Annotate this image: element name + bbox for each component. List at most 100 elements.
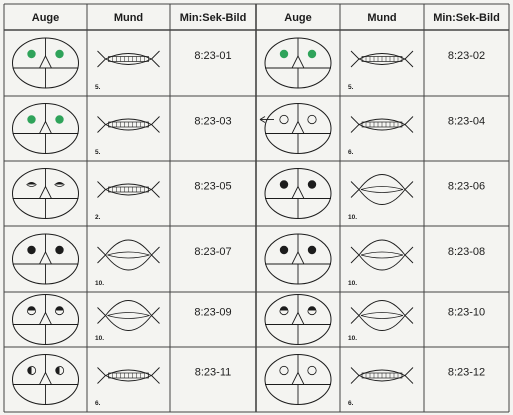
nose-triangle — [291, 185, 305, 199]
time-code: 8:23-01 — [194, 50, 231, 62]
mouth-inner-upper — [360, 312, 404, 316]
header-auge: Auge — [32, 12, 60, 24]
eye-green — [27, 115, 36, 124]
nose-triangle — [38, 120, 53, 134]
nose-triangle — [38, 54, 53, 69]
eye-empty — [279, 114, 289, 125]
eye-green — [55, 49, 64, 59]
mouth-upper-lip — [358, 174, 406, 190]
nose-triangle — [291, 54, 305, 69]
table-row: 5. 8:23-03 — [12, 103, 232, 156]
eye-half-outline — [279, 310, 289, 316]
table-row: 10. 8:23-08 — [264, 233, 485, 287]
eye-half-top — [27, 306, 36, 311]
eye-half-outline — [59, 365, 65, 376]
mouth-number: 5. — [95, 84, 101, 91]
mouth-lower-lip — [105, 254, 152, 271]
eye-half-left — [27, 366, 32, 375]
mouth-inner-lower — [360, 189, 404, 193]
mouth-upper-lip — [105, 239, 152, 256]
table-header: Auge Mund Min:Sek-Bild Auge Mund Min:Sek-Bild — [32, 12, 500, 24]
nose-triangle — [291, 120, 305, 134]
nose-triangle — [38, 371, 53, 385]
time-code: 8:23-03 — [194, 116, 231, 128]
mouth-lips — [357, 53, 407, 65]
mouth-lips — [104, 369, 153, 382]
table-row: 10. 8:23-07 — [12, 233, 232, 287]
header-mund: Mund — [367, 12, 396, 24]
mouth-lower-lip — [358, 254, 406, 271]
mouth-upper-lip — [358, 300, 406, 316]
mouth-number: 10. — [95, 280, 104, 287]
mouth-inner-upper — [107, 312, 150, 316]
mouth-number: 6. — [95, 400, 101, 407]
eye-lid — [54, 182, 65, 185]
eye-half-outline — [54, 310, 65, 316]
eye-empty — [279, 365, 289, 376]
table-row: 2. 8:23-05 — [12, 168, 232, 221]
table-row: 10. 8:23-09 — [12, 294, 232, 345]
nose-triangle — [38, 185, 53, 199]
time-code: 8:23-12 — [448, 367, 485, 379]
mouth-number: 10. — [348, 280, 357, 287]
eye-black — [307, 180, 317, 189]
eye-lower-lid — [54, 184, 65, 187]
nose-triangle — [291, 311, 305, 325]
mouth-inner-upper — [360, 251, 404, 256]
table-row: 10. 8:23-10 — [264, 294, 485, 345]
mouth-number: 5. — [95, 149, 101, 156]
table-row: 6. 8:23-12 — [264, 354, 485, 407]
mouth-inner-lower — [360, 315, 404, 319]
mouth-lower-lip — [358, 315, 406, 331]
mouth-number: 6. — [348, 149, 354, 156]
table-row: 10. 8:23-06 — [264, 168, 485, 221]
table-row: 5. 8:23-02 — [264, 37, 485, 91]
eye-green — [279, 49, 289, 59]
eye-black — [307, 245, 317, 255]
header-mund: Mund — [114, 12, 143, 24]
mouth-lower-lip — [358, 189, 406, 205]
table-body: 5. 8:23-01 5. 8:23-02 5. 8:23-03 6. 8:23-04 2. 8:… — [12, 37, 485, 407]
header-min-sek-bild: Min:Sek-Bild — [180, 12, 247, 24]
eye-black — [55, 245, 64, 255]
nose-triangle — [291, 250, 305, 265]
eye-green — [55, 115, 64, 124]
time-code: 8:23-09 — [194, 307, 231, 319]
eye-half-left — [55, 366, 60, 375]
mouth-number: 2. — [95, 214, 101, 221]
mouth-number: 10. — [348, 214, 357, 221]
eye-half-outline — [26, 310, 37, 316]
time-code: 8:23-06 — [448, 181, 485, 193]
mouth-inner-upper — [107, 251, 150, 256]
eye-black — [279, 180, 289, 189]
time-code: 8:23-05 — [194, 181, 231, 193]
eye-black — [27, 245, 36, 255]
mouth-number: 5. — [348, 84, 354, 91]
eye-lid — [26, 182, 37, 185]
table-grid — [3, 3, 510, 413]
time-code: 8:23-02 — [448, 50, 485, 62]
mouth-inner-lower — [107, 315, 150, 319]
eye-lower-lid — [26, 184, 37, 187]
eye-empty — [307, 114, 317, 125]
mouth-inner-upper — [360, 186, 404, 190]
mouth-lower-lip — [105, 315, 152, 331]
nose-triangle — [38, 311, 53, 325]
mouth-inner-lower — [107, 254, 150, 259]
eye-black — [279, 245, 289, 255]
eye-empty — [307, 365, 317, 376]
mouth-upper-lip — [358, 239, 406, 256]
header-auge: Auge — [284, 12, 312, 24]
mouth-lips — [357, 118, 407, 131]
mouth-lips — [104, 118, 153, 131]
time-code: 8:23-08 — [448, 246, 485, 258]
eye-half-top — [55, 306, 64, 311]
mouth-upper-lip — [105, 300, 152, 316]
mouth-inner-lower — [360, 254, 404, 259]
mouth-lips — [357, 369, 407, 382]
mouth-lips — [104, 53, 153, 65]
table-row: 6. 8:23-04 — [259, 103, 485, 156]
mouth-number: 10. — [348, 335, 357, 342]
time-code: 8:23-07 — [194, 246, 231, 258]
